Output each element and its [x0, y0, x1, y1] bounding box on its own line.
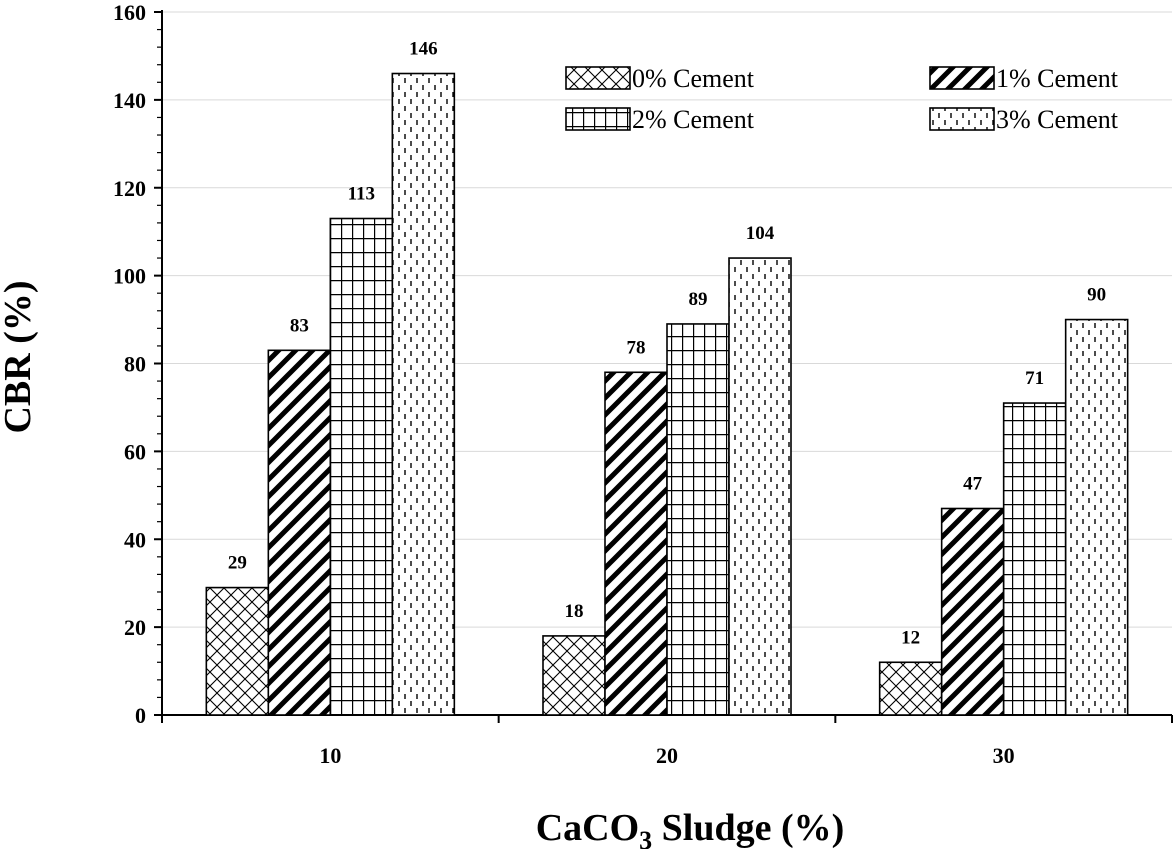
bars	[205, 72, 1129, 716]
bar-dotted-dashes-20	[728, 257, 792, 716]
bar-grid-10	[329, 217, 394, 716]
x-axis-title-subscript: 3	[639, 826, 652, 849]
data-label-dotted-dashes-20: 104	[746, 223, 775, 244]
y-axis-title: CBR (%)	[0, 280, 39, 433]
y-tick-label: 20	[124, 615, 146, 640]
x-axis-title-rest: Sludge (%)	[652, 807, 844, 849]
data-labels: 29 18 12 83 78 47 113 89 71 146 104 90	[228, 39, 1106, 649]
x-tick-label-10: 10	[319, 743, 341, 768]
data-label-diagonal-10: 83	[290, 315, 309, 336]
bar-grid-30	[1002, 402, 1067, 716]
data-label-crosshatch-30: 12	[901, 627, 920, 648]
y-tick-label: 0	[135, 703, 146, 728]
bar-dotted-dashes-10	[391, 72, 456, 716]
data-label-dotted-dashes-10: 146	[409, 39, 438, 60]
legend-swatch-grid	[565, 107, 631, 131]
bar-grid-20	[666, 323, 730, 716]
bar-crosshatch-10	[205, 586, 270, 716]
data-label-grid-30: 71	[1025, 368, 1044, 389]
legend-label-grid: 2% Cement	[632, 105, 755, 134]
legend-swatch-diagonal	[929, 66, 995, 90]
data-label-diagonal-30: 47	[963, 473, 983, 494]
data-label-crosshatch-10: 29	[228, 553, 247, 574]
y-tick-label: 160	[113, 0, 146, 25]
legend-swatch-dotted-dashes	[929, 107, 995, 131]
data-label-grid-20: 89	[689, 289, 708, 310]
y-tick-label: 40	[124, 527, 146, 552]
data-label-diagonal-20: 78	[627, 337, 646, 358]
x-tick-label-20: 20	[656, 743, 678, 768]
x-axis-title-base: CaCO	[536, 807, 639, 849]
y-tick-label: 100	[113, 264, 146, 289]
bar-diagonal-30	[940, 507, 1005, 716]
x-axis-title: CaCO3 Sludge (%)	[536, 807, 845, 849]
data-label-dotted-dashes-30: 90	[1087, 285, 1106, 306]
bar-diagonal-20	[604, 371, 668, 716]
y-tick-label: 120	[113, 176, 146, 201]
data-label-grid-10: 113	[348, 184, 375, 205]
y-tick-label: 60	[124, 439, 146, 464]
x-tick-label-30: 30	[993, 743, 1015, 768]
bar-crosshatch-30	[878, 661, 943, 716]
bar-diagonal-10	[267, 349, 332, 716]
bar-dotted-dashes-30	[1064, 318, 1129, 716]
bar-crosshatch-20	[542, 635, 606, 716]
legend: 0% Cement 1% Cement 2% Cement 3% Cement	[565, 64, 1119, 134]
data-label-crosshatch-20: 18	[565, 601, 584, 622]
y-tick-label: 140	[113, 88, 146, 113]
y-tick-label: 80	[124, 352, 146, 377]
legend-label-crosshatch: 0% Cement	[632, 64, 755, 93]
legend-label-diagonal: 1% Cement	[996, 64, 1119, 93]
legend-label-dotted-dashes: 3% Cement	[996, 105, 1119, 134]
legend-swatch-crosshatch	[565, 66, 631, 90]
